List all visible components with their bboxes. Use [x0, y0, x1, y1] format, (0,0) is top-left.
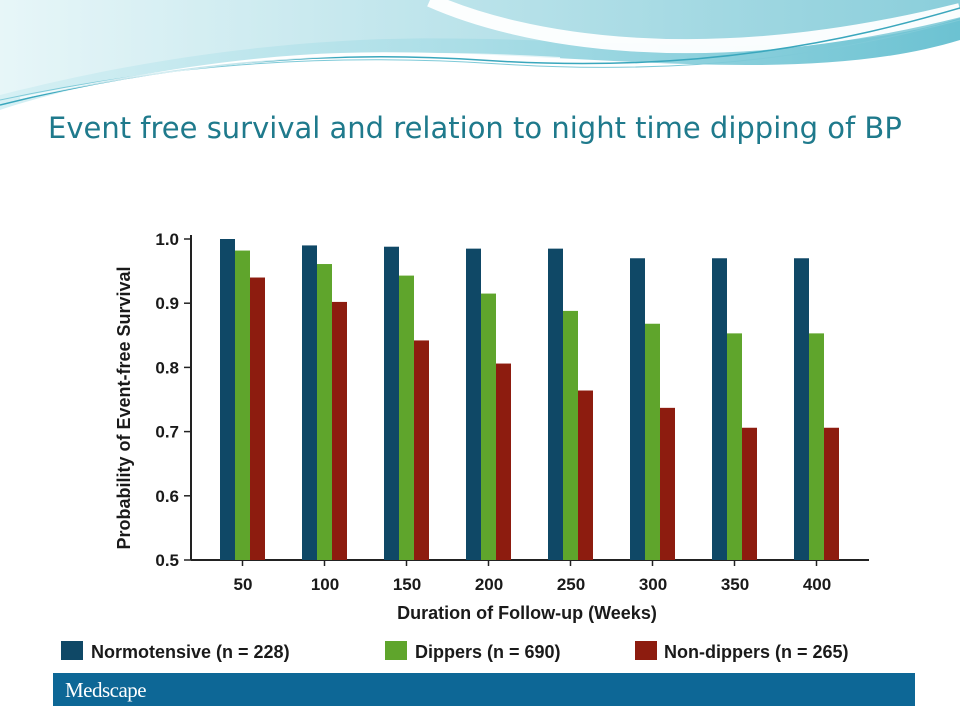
legend: Normotensive (n = 228) Dippers (n = 690) N…: [61, 641, 849, 662]
bar-dippers-200: [481, 293, 496, 560]
legend-swatch-normotensive: [61, 641, 83, 660]
y-tick-label: 0.9: [155, 294, 179, 313]
y-tick-label: 0.7: [155, 423, 179, 442]
bars: [220, 239, 839, 561]
legend-label-dippers: Dippers (n = 690): [415, 642, 561, 662]
x-tick-label: 300: [639, 575, 667, 594]
x-tick-label: 250: [557, 575, 585, 594]
bar-normotensive-200: [466, 248, 481, 560]
y-tick-label: 0.6: [155, 487, 179, 506]
x-tick-label: 400: [803, 575, 831, 594]
y-axis-title: Probability of Event-free Survival: [114, 266, 134, 549]
y-tick-label: 1.0: [155, 230, 179, 249]
legend-swatch-non-dippers: [635, 641, 657, 660]
source-bar: Medscape: [53, 673, 915, 706]
bar-chart: 0.5 0.6 0.7 0.8 0.9 1.0 50 100 150 200 250 300 350 4…: [61, 230, 869, 662]
x-tick-label: 100: [311, 575, 339, 594]
bar-non-dippers-100: [332, 301, 347, 560]
y-axis: 0.5 0.6 0.7 0.8 0.9 1.0: [155, 230, 192, 570]
bar-dippers-350: [727, 333, 742, 560]
bar-non-dippers-150: [414, 340, 429, 560]
chart-figure: 0.5 0.6 0.7 0.8 0.9 1.0 50 100 150 200 250 300 350 4…: [53, 217, 915, 706]
legend-label-non-dippers: Non-dippers (n = 265): [664, 642, 849, 662]
bar-dippers-250: [563, 310, 578, 560]
x-axis: 50 100 150 200 250 300 350 400: [191, 559, 869, 594]
bar-non-dippers-350: [742, 427, 757, 560]
x-axis-title: Duration of Follow-up (Weeks): [397, 603, 657, 623]
bar-non-dippers-400: [824, 427, 839, 560]
x-tick-label: 200: [475, 575, 503, 594]
bar-non-dippers-50: [250, 277, 265, 560]
bar-normotensive-100: [302, 245, 317, 561]
bar-dippers-150: [399, 275, 414, 560]
bar-normotensive-50: [220, 239, 235, 560]
slide-title: Event free survival and relation to nigh…: [48, 111, 902, 145]
bar-non-dippers-250: [578, 390, 593, 560]
x-tick-label: 50: [234, 575, 253, 594]
legend-label-normotensive: Normotensive (n = 228): [91, 642, 290, 662]
bar-dippers-400: [809, 333, 824, 560]
bar-dippers-100: [317, 264, 332, 560]
bar-normotensive-250: [548, 248, 563, 560]
bar-dippers-300: [645, 323, 660, 560]
bar-normotensive-350: [712, 258, 727, 560]
bar-normotensive-400: [794, 258, 809, 560]
x-tick-label: 150: [393, 575, 421, 594]
y-tick-label: 0.5: [155, 551, 179, 570]
bar-non-dippers-200: [496, 363, 511, 560]
bar-non-dippers-300: [660, 407, 675, 560]
bar-normotensive-300: [630, 258, 645, 560]
x-tick-label: 350: [721, 575, 749, 594]
bar-normotensive-150: [384, 246, 399, 561]
bar-dippers-50: [235, 250, 250, 560]
y-tick-label: 0.8: [155, 358, 179, 377]
medscape-logo: Medscape: [65, 678, 147, 702]
legend-swatch-dippers: [385, 641, 407, 660]
